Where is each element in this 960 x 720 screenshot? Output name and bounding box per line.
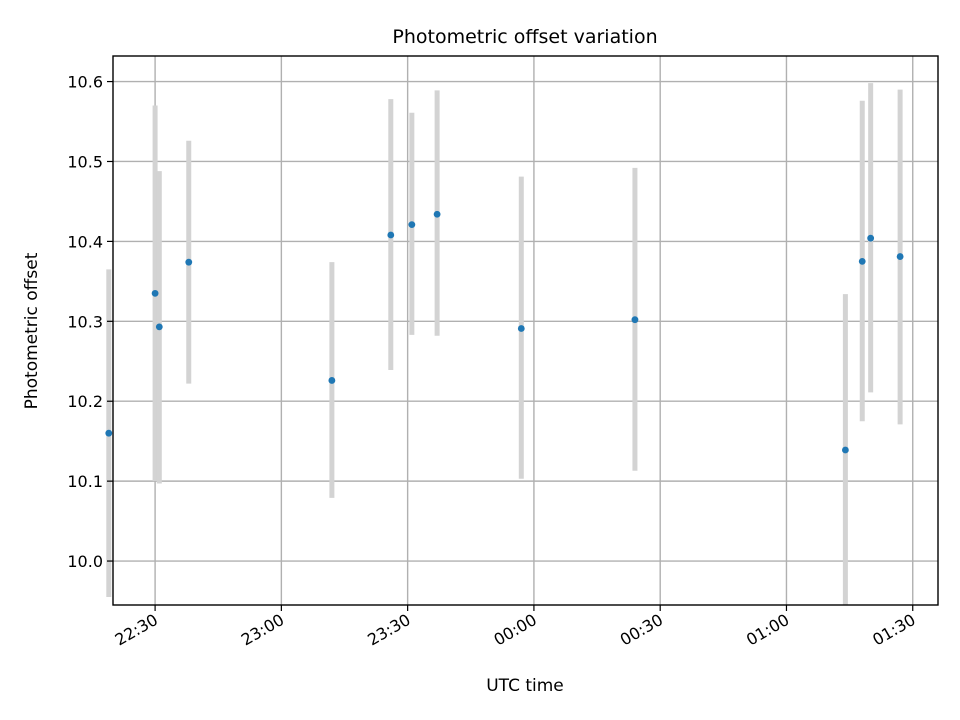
y-tick-label: 10.0 <box>67 552 103 571</box>
data-point <box>328 377 336 384</box>
data-point <box>185 258 193 266</box>
data-point <box>858 257 866 265</box>
data-point <box>631 316 639 324</box>
data-point <box>155 323 163 331</box>
data-point <box>408 221 416 229</box>
data-point <box>896 253 904 260</box>
y-tick-label: 10.6 <box>67 73 103 92</box>
data-points <box>105 210 904 454</box>
data-point <box>151 289 159 297</box>
y-tick-label: 10.3 <box>67 312 103 331</box>
y-tick-label: 10.2 <box>67 392 103 411</box>
data-point <box>387 231 395 239</box>
y-tick-label: 10.4 <box>67 232 103 251</box>
chart-title: Photometric offset variation <box>392 26 657 48</box>
y-axis-ticks: 10.0 10.1 10.2 10.3 10.4 10.5 10.6 <box>67 73 113 571</box>
data-point <box>433 210 441 218</box>
y-tick-label: 10.1 <box>67 472 103 491</box>
data-point <box>841 446 849 454</box>
x-axis-label: UTC time <box>486 676 564 696</box>
y-axis-label: Photometric offset <box>22 252 42 409</box>
data-point <box>517 325 525 332</box>
plot-frame <box>112 55 939 606</box>
grid <box>113 56 938 605</box>
data-point <box>105 429 113 437</box>
data-point <box>867 234 875 242</box>
y-tick-label: 10.5 <box>67 152 103 171</box>
